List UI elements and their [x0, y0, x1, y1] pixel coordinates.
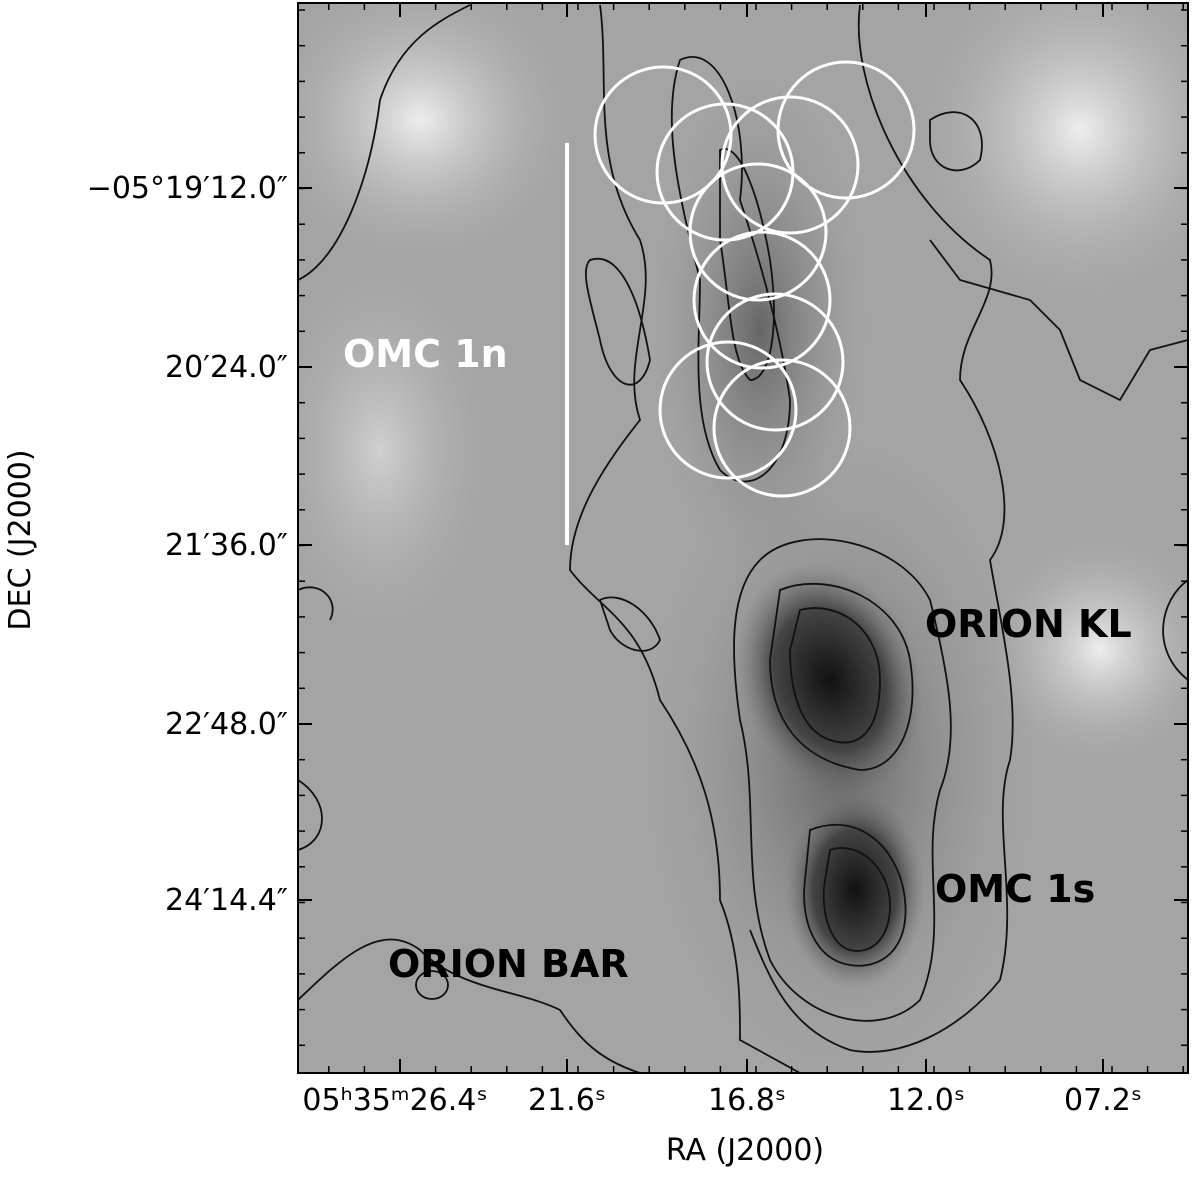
plot-frame: [297, 2, 1189, 1074]
annotation: ORION BAR: [388, 942, 629, 986]
y-tick-label: 20′24.0″: [165, 350, 288, 385]
y-tick-label: 24′14.4″: [165, 883, 288, 918]
x-tick-label: 07.2ˢ: [1064, 1083, 1142, 1118]
labels: RA (J2000) DEC (J2000) OMC 1n ORION KL O…: [3, 171, 1142, 1168]
annotation: OMC 1s: [935, 867, 1095, 911]
map-image: [298, 3, 1188, 1073]
x-tick-label: 16.8ˢ: [708, 1083, 786, 1118]
x-tick-label: 12.0ˢ: [887, 1083, 965, 1118]
annotation: ORION KL: [925, 602, 1132, 646]
beam-circles: [593, 60, 916, 498]
y-tick-label: 22′48.0″: [165, 707, 288, 742]
tick-marks: [298, 3, 1188, 1073]
x-axis-label: RA (J2000): [666, 1133, 824, 1168]
y-tick-label: 21′36.0″: [165, 528, 288, 563]
y-tick-label: −05°19′12.0″: [87, 171, 288, 206]
x-tick-label: 05ʰ35ᵐ26.4ˢ: [302, 1083, 487, 1118]
y-axis-label: DEC (J2000): [3, 449, 38, 630]
annotation: OMC 1n: [343, 332, 508, 376]
x-tick-label: 21.6ˢ: [528, 1083, 606, 1118]
